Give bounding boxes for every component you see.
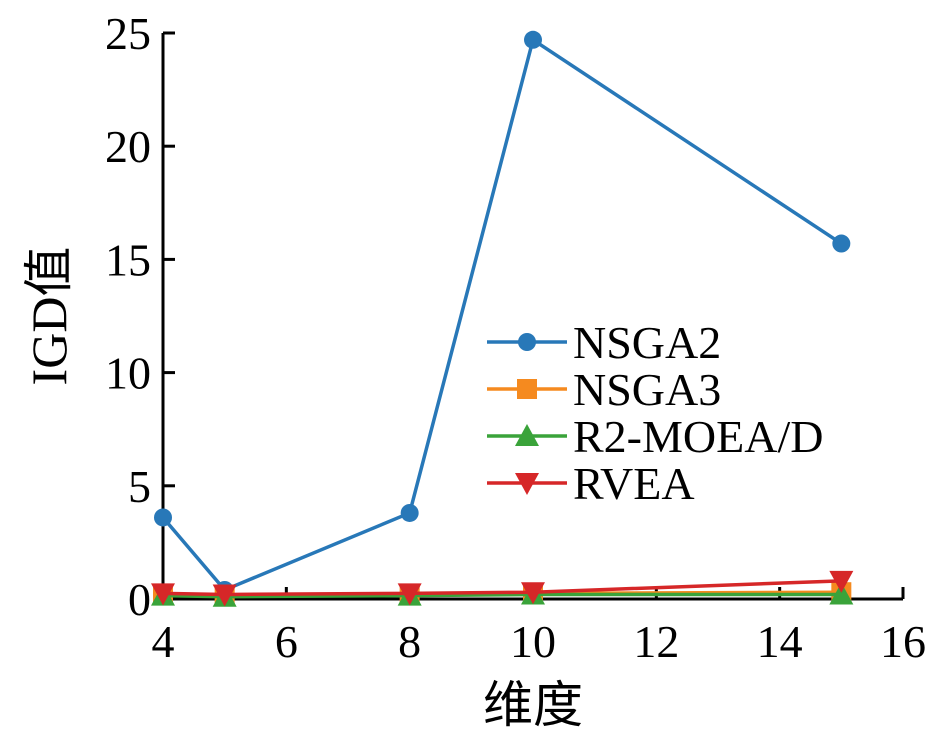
y-tick-label: 15	[105, 234, 151, 285]
x-tick-label: 8	[398, 616, 421, 667]
data-point	[212, 584, 237, 607]
legend-marker	[517, 379, 537, 399]
series-nsga2	[154, 30, 851, 599]
legend-label: NSGA3	[573, 364, 721, 415]
y-axis-title: IGD值	[21, 247, 77, 386]
legend-entry: RVEA	[487, 458, 695, 509]
legend-entry: NSGA2	[487, 317, 721, 368]
x-axis-title: 维度	[483, 677, 583, 733]
x-tick-label: 16	[880, 616, 926, 667]
y-tick-label: 0	[128, 574, 151, 625]
legend-marker	[515, 473, 539, 495]
series-line	[161, 36, 843, 593]
data-point	[832, 234, 851, 253]
y-tick-label: 25	[105, 8, 151, 59]
legend-label: R2-MOEA/D	[573, 411, 823, 462]
legend-label: RVEA	[573, 458, 695, 509]
data-point	[829, 570, 854, 593]
x-tick-label: 12	[633, 616, 679, 667]
data-point	[524, 30, 542, 49]
series-layer	[151, 30, 854, 607]
data-point	[521, 582, 545, 605]
legend-entry: NSGA3	[487, 364, 721, 415]
x-tick-label: 10	[510, 616, 556, 667]
legend-marker	[518, 333, 536, 351]
x-tick-label: 14	[757, 616, 803, 667]
axes: 4 6 8 10 12 14 16 0 5 10 15 20 25	[105, 8, 926, 667]
y-tick-label: 20	[105, 121, 151, 172]
data-point	[397, 583, 422, 606]
y-tick-label: 5	[128, 461, 151, 512]
series-rvea	[151, 570, 854, 607]
x-tick-label: 6	[275, 616, 298, 667]
legend-marker	[515, 424, 539, 446]
data-point	[151, 583, 175, 606]
legend-entry: R2-MOEA/D	[487, 411, 823, 462]
data-point	[154, 508, 172, 527]
x-tick-label: 4	[152, 616, 175, 667]
y-tick-label: 10	[105, 348, 151, 399]
legend-label: NSGA2	[573, 317, 721, 368]
data-point	[400, 503, 419, 522]
data-point	[829, 582, 854, 605]
